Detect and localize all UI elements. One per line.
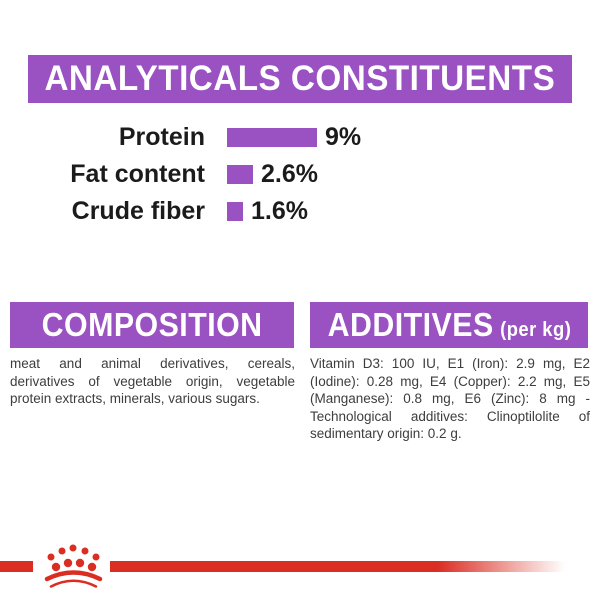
chart-row: Fat content 2.6% (0, 156, 600, 193)
chart-category-label: Crude fiber (71, 197, 205, 225)
composition-header: COMPOSITION (10, 302, 294, 348)
bar-chart: Protein 9% Fat content 2.6% Crude fiber 1.6% (0, 119, 600, 230)
brand-stripe-left (0, 561, 33, 572)
composition-title: COMPOSITION (41, 306, 263, 343)
chart-value-label: 2.6% (261, 160, 318, 188)
chart-value-label: 1.6% (251, 197, 308, 225)
additives-title: ADDITIVES (per kg) (327, 306, 571, 344)
banner-title: ANALYTICALS CONSTITUENTS (44, 59, 556, 98)
chart-category-label: Protein (118, 123, 205, 151)
chart-row: Crude fiber 1.6% (0, 193, 600, 230)
chart-bar (227, 128, 317, 147)
additives-header: ADDITIVES (per kg) (310, 302, 588, 348)
chart-value-label: 9% (325, 123, 362, 151)
chart-row: Protein 9% (0, 119, 600, 156)
royal-canin-crown-icon (44, 544, 103, 588)
composition-body: meat and animal derivatives, cereals, de… (10, 356, 295, 406)
crown-arcs (44, 570, 103, 588)
additives-body: Vitamin D3: 100 IU, E1 (Iron): 2.9 mg, E… (310, 356, 590, 441)
brand-stripe-right (110, 561, 565, 572)
additives-title-suffix: (per kg) (499, 319, 571, 341)
analytical-constituents-banner: ANALYTICALS CONSTITUENTS (28, 55, 572, 103)
chart-category-label: Fat content (70, 160, 205, 188)
crown-dots (47, 544, 100, 572)
additives-title-text: ADDITIVES (327, 306, 494, 343)
chart-bar (227, 202, 243, 221)
chart-bar (227, 165, 253, 184)
